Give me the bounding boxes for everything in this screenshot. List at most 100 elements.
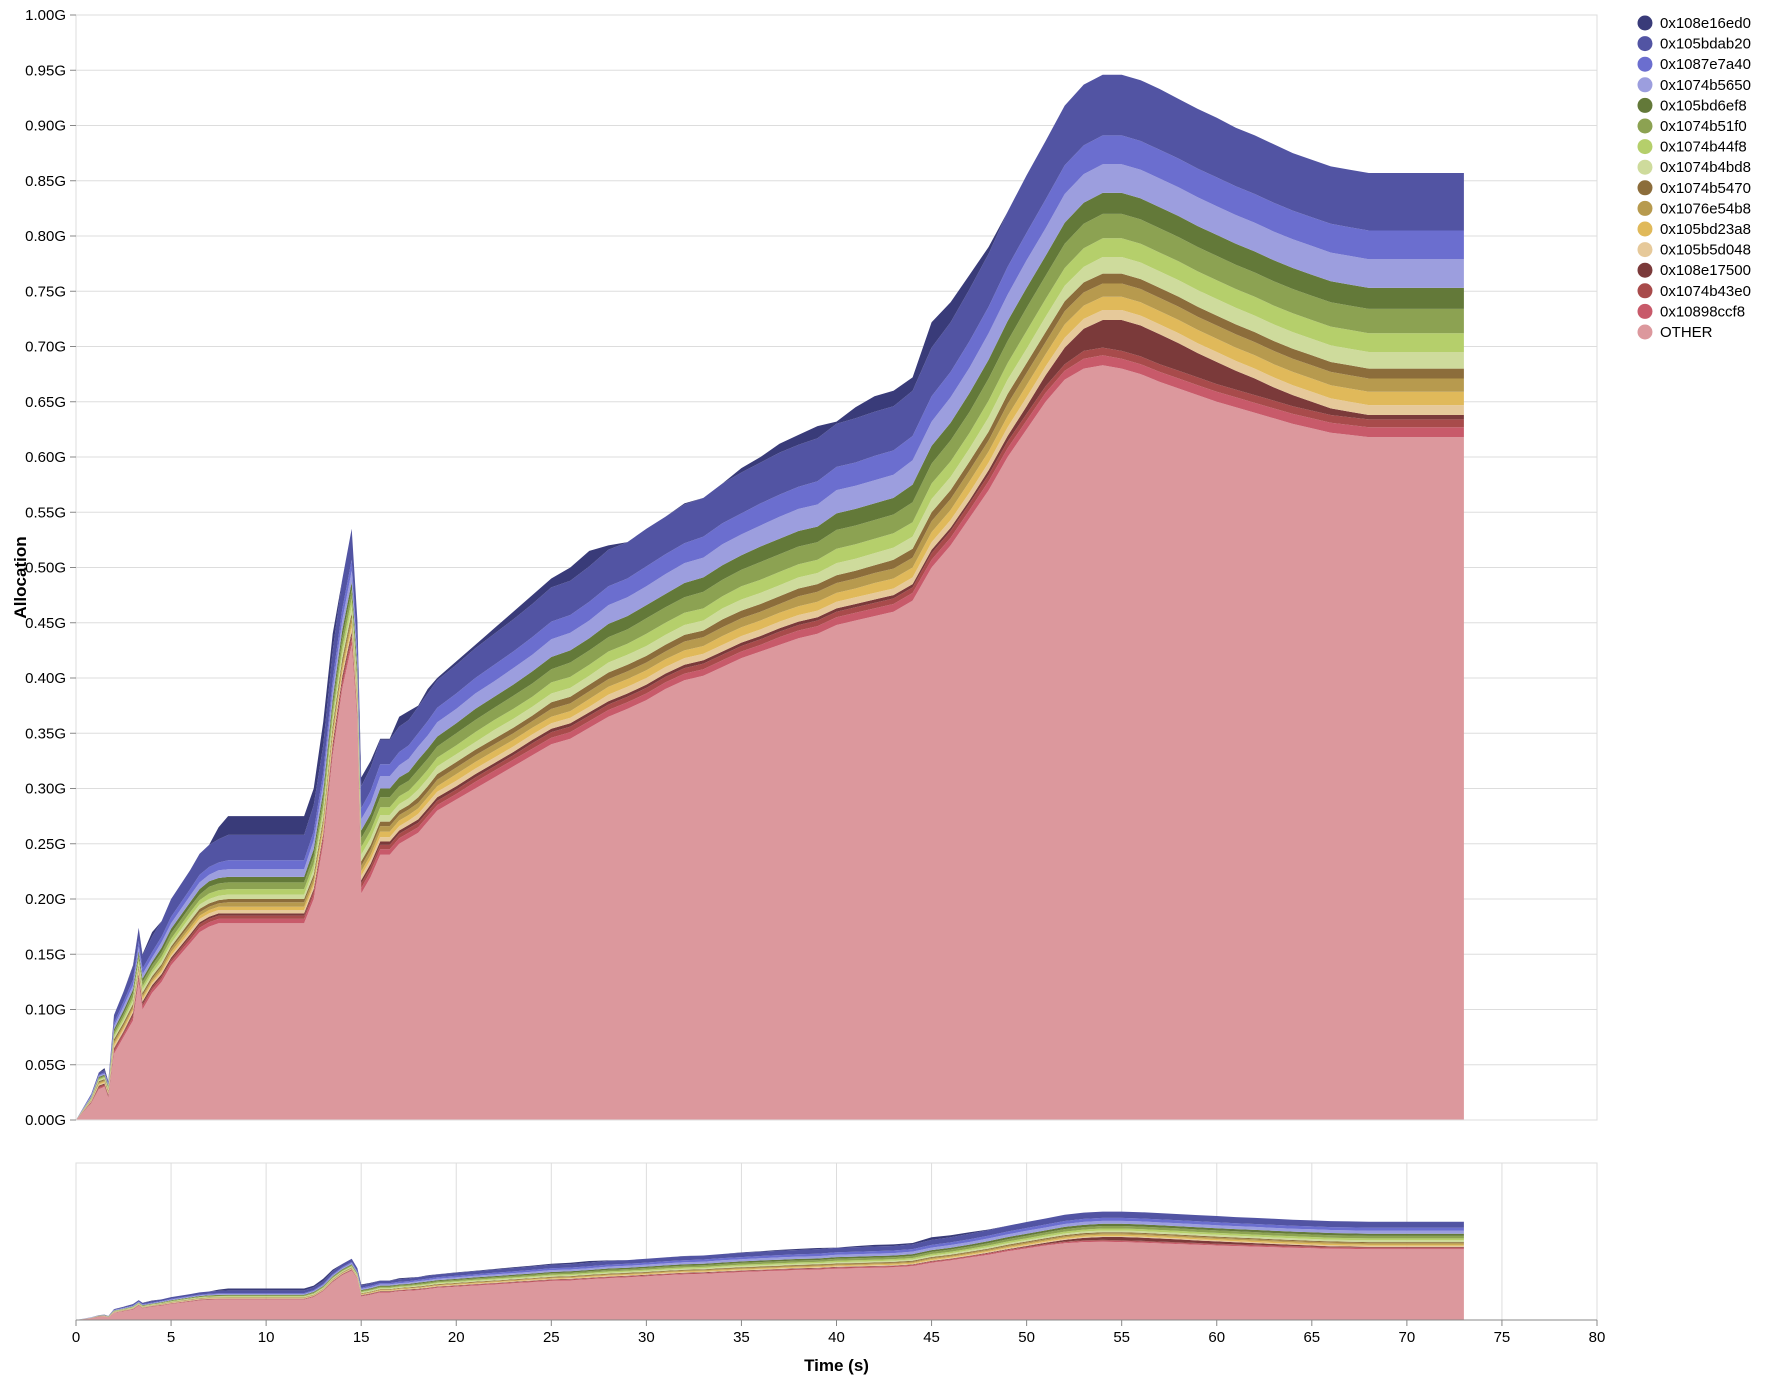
overview-plot-areas[interactable] [76,1211,1464,1320]
x-tick-label: 20 [448,1329,465,1346]
area-0x1074b44f8 [76,238,1464,1120]
y-tick-label: 0.10G [25,1002,66,1019]
area-0x1074b5650 [76,164,1464,1120]
legend-swatch [1637,180,1653,196]
x-tick-label: 35 [733,1329,750,1346]
legend-item: 0x105bdab20 [1637,36,1751,53]
legend-label: 0x1074b4bd8 [1660,159,1751,176]
legend-swatch [1637,36,1653,52]
legend-swatch [1637,242,1653,258]
legend-item: 0x1076e54b8 [1637,200,1751,217]
legend-label: 0x1074b43e0 [1660,283,1751,300]
legend-swatch [1637,97,1653,113]
legend-label: 0x1074b44f8 [1660,139,1747,156]
legend-label: 0x10898ccf8 [1660,303,1745,320]
y-tick-label: 0.85G [25,173,66,190]
legend-item: 0x1074b43e0 [1637,283,1751,300]
y-tick-label: 0.60G [25,449,66,466]
legend-swatch [1637,118,1653,134]
legend-label: 0x105b5d048 [1660,242,1751,259]
legend-item: 0x1074b4bd8 [1637,159,1751,176]
x-tick-label: 75 [1494,1329,1511,1346]
x-tick-label: 15 [353,1329,370,1346]
legend-item: 0x105bd23a8 [1637,221,1751,238]
y-axis-ticks: 0.00G 0.05G 0.10G 0.15G 0.20G 0.25G 0.30G 0.35G… [25,7,76,1129]
legend-label: OTHER [1660,324,1713,341]
y-tick-label: 0.25G [25,836,66,853]
y-tick-label: 0.30G [25,781,66,798]
area-0x1087e7a40 [76,135,1464,1120]
legend-label: 0x1074b5650 [1660,77,1751,94]
legend-label: 0x1074b51f0 [1660,118,1747,135]
overview-area-0x1074b5650 [76,1220,1464,1320]
y-tick-label: 0.15G [25,946,66,963]
x-tick-label: 65 [1303,1329,1320,1346]
y-tick-label: 1.00G [25,7,66,24]
x-tick-label: 80 [1589,1329,1606,1346]
area-0x105bd6ef8 [76,192,1464,1120]
legend-item: OTHER [1637,324,1713,341]
y-tick-label: 0.50G [25,560,66,577]
legend-item: 0x1087e7a40 [1637,56,1751,73]
legend-swatch [1637,221,1653,237]
legend-item: 0x105b5d048 [1637,242,1751,259]
legend: 0x108e16ed0 0x105bdab20 0x1087e7a40 0x1074b… [1637,15,1751,341]
main-plot-areas[interactable] [76,74,1464,1121]
area-0x1074b51f0 [76,213,1464,1120]
legend-item: 0x1074b51f0 [1637,118,1747,135]
y-tick-label: 0.75G [25,283,66,300]
area-OTHER [76,365,1464,1120]
legend-label: 0x105bdab20 [1660,36,1751,53]
legend-item: 0x1074b44f8 [1637,139,1747,156]
legend-swatch [1637,159,1653,175]
x-tick-label: 50 [1018,1329,1035,1346]
overview-area-0x1074b44f8 [76,1228,1464,1320]
x-tick-label: 25 [543,1329,560,1346]
legend-swatch [1637,56,1653,72]
y-tick-label: 0.65G [25,394,66,411]
legend-label: 0x108e17500 [1660,262,1751,279]
y-tick-label: 0.45G [25,615,66,632]
x-tick-label: 40 [828,1329,845,1346]
legend-label: 0x105bd6ef8 [1660,97,1747,114]
y-tick-label: 0.20G [25,891,66,908]
y-tick-label: 0.35G [25,725,66,742]
legend-label: 0x1074b5470 [1660,180,1751,197]
legend-item: 0x105bd6ef8 [1637,97,1747,114]
legend-item: 0x10898ccf8 [1637,303,1745,320]
legend-item: 0x108e16ed0 [1637,15,1751,32]
legend-item: 0x108e17500 [1637,262,1751,279]
x-tick-label: 45 [923,1329,940,1346]
overview-area-0x1074b51f0 [76,1226,1464,1320]
x-tick-label: 60 [1208,1329,1225,1346]
legend-item: 0x1074b5470 [1637,180,1751,197]
x-tick-label: 70 [1399,1329,1416,1346]
legend-swatch [1637,139,1653,155]
overview-area-0x105bd6ef8 [76,1223,1464,1320]
overview-area-0x1087e7a40 [76,1217,1464,1320]
legend-swatch [1637,262,1653,278]
legend-label: 0x1076e54b8 [1660,200,1751,217]
y-tick-label: 0.05G [25,1057,66,1074]
y-tick-label: 0.90G [25,118,66,135]
legend-item: 0x1074b5650 [1637,77,1751,94]
y-tick-label: 0.40G [25,670,66,687]
legend-swatch [1637,77,1653,93]
x-axis-title: Time (s) [804,1356,869,1375]
x-tick-label: 30 [638,1329,655,1346]
y-tick-label: 0.55G [25,504,66,521]
area-0x105bdab20 [76,74,1464,1121]
y-axis-title: Allocation [11,536,30,618]
x-tick-label: 10 [258,1329,275,1346]
x-tick-label: 5 [167,1329,175,1346]
legend-label: 0x105bd23a8 [1660,221,1751,238]
legend-swatch [1637,200,1653,216]
legend-swatch [1637,15,1653,31]
y-tick-label: 0.70G [25,339,66,356]
legend-swatch [1637,283,1653,299]
y-tick-label: 0.80G [25,228,66,245]
legend-label: 0x108e16ed0 [1660,15,1751,32]
legend-swatch [1637,324,1653,340]
